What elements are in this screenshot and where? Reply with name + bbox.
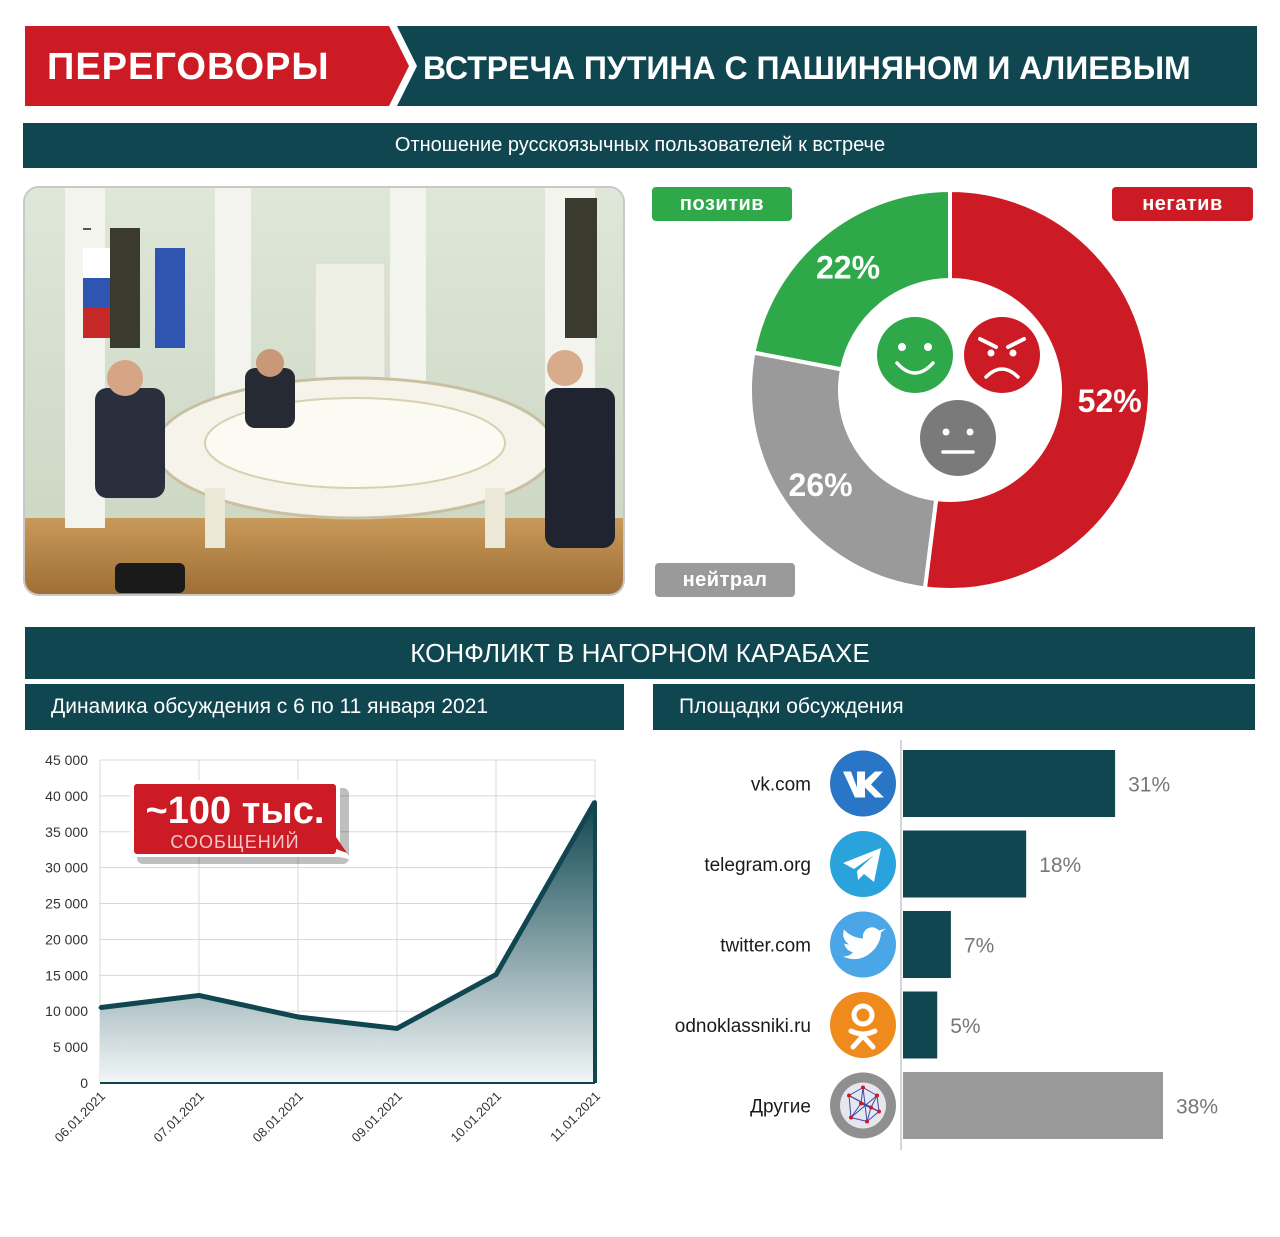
x-tick-label: 10.01.2021 bbox=[447, 1089, 504, 1146]
sentiment-donut-chart: 52% 26% 22% bbox=[748, 187, 1152, 592]
data-point bbox=[395, 1026, 399, 1030]
header-category-arrow bbox=[25, 26, 417, 106]
x-tick-label: 09.01.2021 bbox=[348, 1089, 405, 1146]
x-tick-label: 11.01.2021 bbox=[547, 1089, 603, 1145]
discussion-area-chart: 0 5 000 10 000 15 000 20 000 25 000 30 000 35 0… bbox=[45, 752, 603, 1146]
bar-value-label: 38% bbox=[1176, 1096, 1218, 1119]
neutral-face-icon bbox=[920, 400, 996, 476]
bar-value-label: 31% bbox=[1128, 774, 1170, 797]
bar-vk bbox=[903, 750, 1116, 817]
y-tick-label: 0 bbox=[80, 1075, 88, 1091]
donut-slice-angry bbox=[922, 187, 1152, 592]
area-fill bbox=[100, 801, 595, 1083]
bar-twitter bbox=[903, 911, 951, 978]
positive-label: позитив bbox=[652, 187, 792, 221]
data-point bbox=[197, 993, 201, 997]
subtitle-bar: Отношение русскоязычных пользователей к … bbox=[23, 123, 1257, 168]
bar-value-label: 7% bbox=[964, 935, 994, 958]
y-tick-label: 5 000 bbox=[53, 1039, 88, 1055]
y-tick-label: 30 000 bbox=[45, 860, 88, 876]
vk-icon bbox=[830, 750, 896, 817]
telegram-icon bbox=[830, 831, 896, 897]
neutral-label: нейтрал bbox=[655, 563, 795, 597]
donut-slice-smile bbox=[751, 187, 952, 372]
callout-value: ~100 тыс. bbox=[146, 790, 325, 832]
odnoklassniki-icon bbox=[830, 992, 896, 1058]
donut-label-smile: 22% bbox=[816, 250, 880, 286]
platforms-bar-chart: 31% vk.com 18% telegram.org 7% twitter.com 5% o… bbox=[675, 740, 1218, 1150]
bar-category-label: vk.com bbox=[751, 775, 811, 796]
data-point bbox=[296, 1015, 300, 1019]
y-tick-label: 25 000 bbox=[45, 896, 88, 912]
dynamics-title: Динамика обсуждения с 6 по 11 января 202… bbox=[25, 684, 624, 730]
twitter-icon bbox=[830, 911, 896, 978]
y-tick-label: 45 000 bbox=[45, 752, 88, 768]
donut-label-neutral: 26% bbox=[789, 467, 853, 503]
smile-face-icon bbox=[877, 317, 953, 393]
donut-slice-neutral bbox=[748, 350, 939, 591]
network-icon bbox=[830, 1072, 896, 1139]
data-point bbox=[98, 1006, 102, 1010]
total-messages-callout: ~100 тыс.СООБЩЕНИЙ bbox=[130, 780, 352, 864]
bar-category-label: Другие bbox=[750, 1097, 811, 1118]
bar-category-label: twitter.com bbox=[720, 936, 811, 957]
x-tick-label: 06.01.2021 bbox=[51, 1089, 108, 1146]
angry-face-icon bbox=[964, 317, 1040, 393]
bar-odnoklassniki bbox=[903, 991, 938, 1059]
section-title: КОНФЛИКТ В НАГОРНОМ КАРАБАХЕ bbox=[25, 627, 1255, 679]
y-tick-label: 20 000 bbox=[45, 931, 88, 947]
bar-telegram bbox=[903, 830, 1027, 898]
x-tick-label: 07.01.2021 bbox=[150, 1089, 207, 1146]
bar-value-label: 5% bbox=[950, 1015, 980, 1038]
platforms-title: Площадки обсуждения bbox=[653, 684, 1255, 730]
bar-value-label: 18% bbox=[1039, 854, 1081, 877]
callout-label: СООБЩЕНИЙ bbox=[170, 831, 299, 852]
bar-category-label: odnoklassniki.ru bbox=[675, 1016, 811, 1037]
donut-label-angry: 52% bbox=[1078, 383, 1142, 419]
area-line bbox=[99, 800, 598, 1031]
y-tick-label: 15 000 bbox=[45, 967, 88, 983]
y-tick-label: 35 000 bbox=[45, 824, 88, 840]
x-tick-label: 08.01.2021 bbox=[249, 1089, 306, 1146]
meeting-photo bbox=[23, 186, 625, 596]
bar-category-label: telegram.org bbox=[704, 855, 811, 876]
y-tick-label: 10 000 bbox=[45, 1003, 88, 1019]
data-point bbox=[494, 973, 498, 977]
bar-network bbox=[903, 1072, 1163, 1139]
negative-label: негатив bbox=[1112, 187, 1253, 221]
header-category: ПЕРЕГОВОРЫ bbox=[47, 46, 330, 88]
page-title: ВСТРЕЧА ПУТИНА С ПАШИНЯНОМ И АЛИЕВЫМ bbox=[423, 50, 1191, 86]
header-banner: ВСТРЕЧА ПУТИНА С ПАШИНЯНОМ И АЛИЕВЫМ ПЕР… bbox=[25, 26, 1257, 106]
y-tick-label: 40 000 bbox=[45, 788, 88, 804]
